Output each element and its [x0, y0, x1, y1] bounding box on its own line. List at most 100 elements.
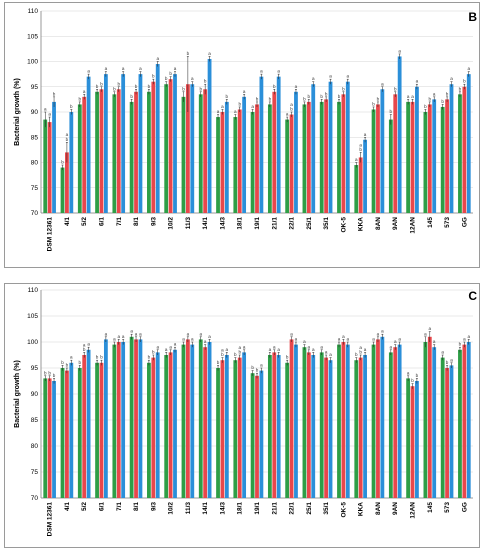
bar [294, 91, 298, 213]
significance-letter: b [320, 94, 323, 99]
bar [462, 86, 467, 213]
bar [397, 56, 402, 214]
bar [250, 373, 255, 498]
significance-letter: b [459, 86, 462, 91]
significance-letter: b [359, 350, 362, 355]
significance-letter: b [238, 101, 241, 106]
bar [82, 355, 87, 498]
significance-letter: b [286, 355, 289, 360]
significance-letter: b [135, 84, 138, 89]
bar-group: bba [250, 363, 264, 498]
bar [129, 101, 134, 213]
significance-letter: a [308, 344, 311, 349]
x-tick-label: 14/1 [202, 502, 209, 515]
significance-letter: a [234, 109, 237, 114]
significance-letter: b [117, 81, 120, 86]
bar [319, 352, 324, 498]
significance-letter: a [117, 334, 120, 339]
significance-letter: a [398, 48, 401, 53]
y-tick-label: 100 [27, 59, 38, 66]
significance-letter: a [407, 370, 410, 375]
bar [406, 378, 411, 498]
significance-letter: a [290, 331, 293, 336]
bar [86, 349, 91, 498]
bar [337, 101, 341, 213]
bar [164, 355, 169, 498]
bar [77, 104, 82, 213]
bar [237, 357, 242, 498]
bar [354, 360, 359, 498]
significance-letter: a [87, 69, 90, 74]
bar [345, 81, 350, 213]
bar-group: bba [302, 76, 316, 213]
bar [440, 106, 445, 213]
significance-letter: b [325, 91, 328, 96]
x-tick-label: 9AN [392, 502, 399, 515]
significance-letter: a [243, 89, 246, 94]
significance-letter: a [269, 347, 272, 352]
bar [82, 96, 87, 213]
bar [415, 86, 419, 213]
bar [168, 79, 173, 213]
bar [397, 344, 402, 498]
bar [233, 117, 238, 213]
bar [380, 89, 385, 213]
significance-letter: a [187, 331, 190, 336]
significance-letter: b [96, 355, 99, 360]
significance-letter: a [273, 344, 276, 349]
x-tick-label: KKA [358, 217, 365, 231]
bar [311, 355, 316, 498]
bar [52, 381, 56, 498]
significance-letter: a [191, 76, 194, 81]
bar [415, 381, 419, 498]
bar [376, 104, 380, 213]
significance-letter: a [238, 345, 241, 350]
significance-letter: a [295, 337, 298, 342]
x-tick-label: 35/1 [323, 502, 330, 515]
significance-letter: b [182, 86, 185, 91]
significance-letter: b [234, 352, 237, 357]
significance-letter: b [226, 94, 229, 99]
bar-group: bba [60, 355, 74, 498]
bar [198, 339, 203, 498]
significance-letter: b [441, 99, 444, 104]
significance-letter: a [394, 339, 397, 344]
bar [164, 84, 169, 213]
significance-letter: a [411, 94, 414, 99]
bar [289, 339, 294, 498]
significance-letter: a [320, 344, 323, 349]
bar-group: bba [440, 76, 454, 213]
significance-letter: b [359, 147, 362, 152]
bar [95, 362, 99, 498]
significance-letter: b [342, 86, 345, 91]
bar-group: b aa [285, 331, 298, 498]
significance-letter: b [446, 360, 449, 365]
bar [427, 336, 432, 498]
bar-group: aaa [267, 344, 281, 498]
bar-group: aaa [371, 329, 385, 498]
significance-letter: a [66, 132, 69, 137]
bar [466, 74, 471, 213]
x-tick-label: 6/1 [98, 217, 105, 226]
x-tick-label: 11/3 [185, 217, 192, 230]
significance-letter: a [329, 352, 332, 357]
bar [155, 64, 160, 214]
bar [410, 101, 415, 213]
significance-letter: a [347, 337, 350, 342]
significance-letter: b [148, 355, 151, 360]
significance-letter: a [83, 89, 86, 94]
bar [203, 347, 208, 498]
significance-letter: b [273, 84, 276, 89]
bar [358, 357, 363, 498]
significance-letter: a [139, 331, 142, 336]
significance-letter: a [87, 342, 90, 347]
bar [65, 370, 69, 498]
bar-group: bba [112, 66, 126, 213]
y-tick-label: 75 [31, 185, 39, 192]
x-tick-label: 8/1 [133, 217, 140, 226]
significance-letter: a [191, 337, 194, 342]
y-tick-label: 80 [31, 160, 39, 167]
